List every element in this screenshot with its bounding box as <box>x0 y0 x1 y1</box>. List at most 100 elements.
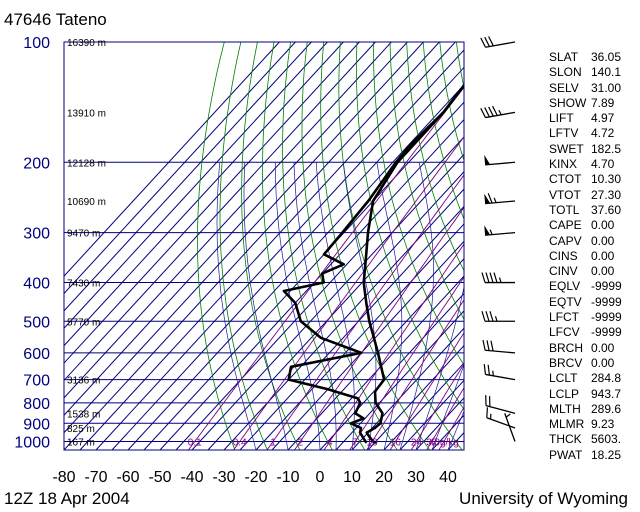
height-label: 1538 m <box>67 409 100 420</box>
mixing-ratio-line <box>410 363 464 450</box>
stability-indices: SLAT 36.05 SLON 140.1 SELV 31.00 SHOW 7.89 LIFT 4… <box>549 50 635 463</box>
index-name: THCK <box>549 432 582 447</box>
index-value: 7.89 <box>591 95 615 110</box>
index-name: LFCT <box>549 310 579 325</box>
index-name: LCLP <box>549 386 580 401</box>
index-value: 37.60 <box>591 202 622 217</box>
index-name: EQTV <box>549 294 582 309</box>
index-row: PWAT 18.25 <box>549 448 635 463</box>
isotherm-line <box>367 344 464 450</box>
index-name: BRCV <box>549 355 583 370</box>
height-label: 825 m <box>67 424 95 435</box>
index-row: CINV 0.00 <box>549 264 635 279</box>
index-name: PWAT <box>549 447 583 462</box>
index-name: CTOT <box>549 172 582 187</box>
mixing-ratio-label: 7 <box>352 438 358 449</box>
index-name: SHOW <box>549 95 587 110</box>
moist-adiabat-line <box>315 162 355 450</box>
index-name: SWET <box>549 141 584 156</box>
wind-barb <box>483 363 516 381</box>
height-label: 167 m <box>67 438 95 449</box>
sounding-profiles <box>282 83 464 444</box>
pressure-tick-label: 900 <box>23 416 50 433</box>
index-value: -9999 <box>591 310 622 325</box>
index-value: -9999 <box>591 325 622 340</box>
index-row: BRCV 0.00 <box>549 356 635 371</box>
index-row: SWET 182.5 <box>549 142 635 157</box>
isotherm-line <box>287 257 464 450</box>
index-row: BRCH 0.00 <box>549 341 635 356</box>
mixing-ratio-label: 0.1 <box>188 438 202 449</box>
index-value: 0.00 <box>591 233 615 248</box>
pressure-tick-label: 600 <box>23 346 50 363</box>
dry-adiabat-line <box>282 42 366 450</box>
index-row: EQLV -9999 <box>549 279 635 294</box>
pressure-tick-label: 500 <box>23 314 50 331</box>
moist-adiabat-line <box>342 162 377 450</box>
index-row: LIFT 4.97 <box>549 111 635 126</box>
pressure-tick-label: 400 <box>23 276 50 293</box>
moist-adiabat-line <box>431 363 464 450</box>
moist-adiabat-line <box>415 285 464 450</box>
isotherm-line <box>64 42 296 295</box>
index-row: EQTV -9999 <box>549 295 635 310</box>
moist-adiabat-line <box>376 162 403 450</box>
dry-adiabat-line <box>320 42 430 450</box>
isotherm-line <box>271 240 464 450</box>
moist-adiabat-line <box>274 162 321 450</box>
temperature-axis: -80 -70 -60 -50 -40 -30 -20 -10 0 10 20 30 40 <box>52 469 457 486</box>
isotherm-line <box>335 310 464 450</box>
temperature-tick-label: -20 <box>244 469 267 486</box>
isotherm-line <box>64 42 344 347</box>
temperature-tick-label: -40 <box>180 469 203 486</box>
isotherm-line <box>64 42 360 364</box>
height-label: 9470 m <box>67 229 100 240</box>
dry-adiabat-line <box>338 42 463 450</box>
index-row: MLTH 289.6 <box>549 402 635 417</box>
index-value: 5603. <box>591 432 622 447</box>
mixing-ratio-line <box>294 206 464 450</box>
index-row: SHOW 7.89 <box>549 96 635 111</box>
index-name: SLAT <box>549 50 579 64</box>
wind-barb <box>484 225 516 236</box>
index-value: 9.23 <box>591 417 615 432</box>
isotherm-lines <box>64 42 464 450</box>
moist-adiabat-line <box>447 410 464 450</box>
isotherm-line <box>399 379 464 450</box>
mixing-ratio-label: 10 <box>367 438 379 449</box>
temperature-tick-label: -10 <box>276 469 299 486</box>
index-row: LCLP 943.7 <box>549 387 635 402</box>
plot-frame <box>63 41 465 451</box>
temperature-profile-line <box>362 83 464 444</box>
pressure-tick-label: 700 <box>23 373 50 390</box>
index-value: -9999 <box>591 279 622 294</box>
index-name: SLON <box>549 65 582 80</box>
height-label: 16390 m <box>67 38 106 49</box>
pressure-tick-label: 100 <box>23 35 50 52</box>
wind-barb <box>504 413 516 442</box>
mixing-ratio-line <box>233 136 464 450</box>
index-value: 289.6 <box>591 401 622 416</box>
index-name: CAPV <box>549 233 582 248</box>
dry-adiabat-line <box>422 42 464 221</box>
height-label: 13910 m <box>67 108 106 119</box>
wind-barb <box>484 193 516 205</box>
index-value: 18.25 <box>591 447 622 462</box>
footer-date: 12Z 18 Apr 2004 <box>4 489 130 508</box>
temperature-tick-label: 30 <box>407 469 425 486</box>
temperature-tick-label: 20 <box>375 469 393 486</box>
index-row: TOTL 37.60 <box>549 203 635 218</box>
index-name: CINS <box>549 248 578 263</box>
index-value: -9999 <box>591 294 622 309</box>
wind-barb <box>480 105 516 119</box>
index-name: LFTV <box>549 126 579 141</box>
isotherm-line <box>127 84 464 450</box>
wind-barb <box>481 272 515 284</box>
wind-barb <box>481 311 515 322</box>
chart-grid <box>64 41 464 443</box>
wind-barbs <box>480 36 516 442</box>
isotherm-line <box>64 42 376 382</box>
index-value: 140.1 <box>591 65 622 80</box>
index-name: TOTL <box>549 202 580 217</box>
